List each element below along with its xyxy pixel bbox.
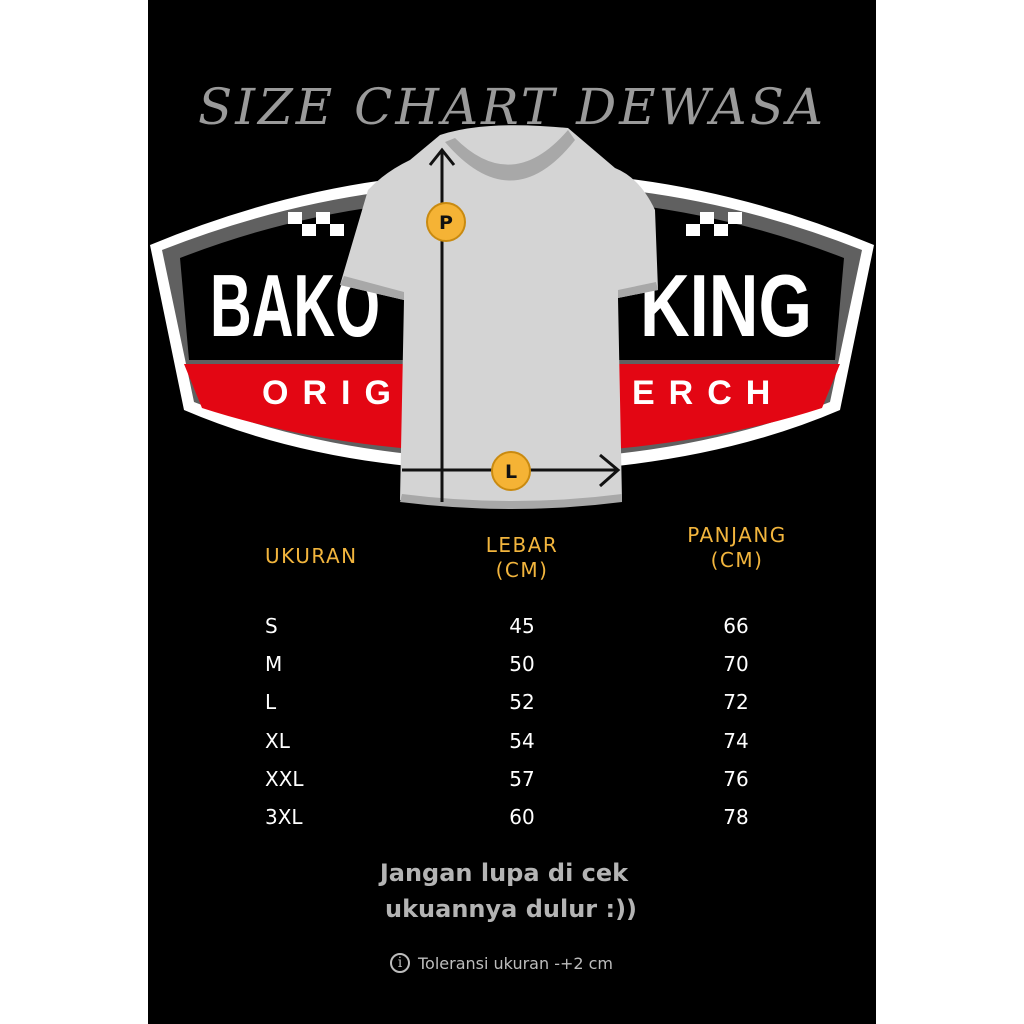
size-cell: XXL	[265, 767, 304, 791]
reminder-line-2: ukuannya dulur :))	[385, 895, 637, 923]
length-cell: 74	[723, 729, 749, 753]
size-cell: S	[265, 614, 278, 638]
width-cell: 45	[509, 614, 535, 638]
page-title: SIZE CHART DEWASA	[197, 78, 827, 136]
reminder-line-1: Jangan lupa di cek	[379, 859, 629, 887]
size-cell: L	[265, 690, 277, 714]
length-cell: 66	[723, 614, 749, 638]
header-length-unit: (CM)	[710, 548, 764, 572]
width-arrowhead	[599, 453, 621, 488]
width-cell: 60	[509, 805, 535, 829]
tolerance-text: Toleransi ukuran -+2 cm	[418, 953, 614, 973]
size-cell: XL	[265, 729, 290, 753]
header-length: PANJANG (CM)	[667, 523, 807, 573]
width-marker-label: L	[505, 461, 517, 483]
width-cell: 52	[509, 690, 535, 714]
tolerance-note: i Toleransi ukuran -+2 cm	[390, 953, 613, 973]
length-marker	[426, 202, 466, 242]
logo-text: ORIG	[262, 374, 405, 412]
width-cell: 57	[509, 767, 535, 791]
reminder-note: Jangan lupa di cek ukuannya dulur :))	[140, 855, 868, 927]
length-cell: 72	[723, 690, 749, 714]
logo-text: KING	[640, 256, 812, 355]
width-cell: 50	[509, 652, 535, 676]
header-length-label: PANJANG	[687, 523, 787, 547]
tshirt-diagram: P L	[340, 125, 658, 509]
header-width-unit: (CM)	[495, 558, 549, 582]
width-cell: 54	[509, 729, 535, 753]
logo-text: ERCH	[632, 374, 784, 412]
width-marker	[491, 451, 531, 491]
length-cell: 70	[723, 652, 749, 676]
length-arrowhead	[428, 147, 456, 166]
header-width-label: LEBAR	[485, 533, 559, 557]
length-cell: 78	[723, 805, 749, 829]
length-marker-label: P	[439, 212, 453, 234]
header-width: LEBAR (CM)	[462, 533, 582, 583]
header-size: UKURAN	[265, 544, 358, 568]
size-cell: 3XL	[265, 805, 303, 829]
length-cell: 76	[723, 767, 749, 791]
info-icon: i	[390, 953, 410, 973]
checkered-flag-pattern	[288, 212, 742, 236]
size-cell: M	[265, 652, 283, 676]
